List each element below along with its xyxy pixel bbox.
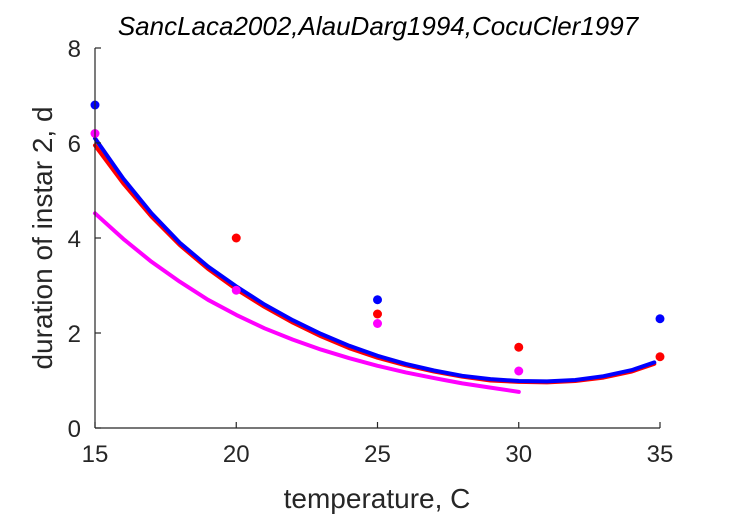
series-2-point (514, 366, 524, 376)
y-tick-label: 6 (68, 131, 81, 158)
series-2-point (373, 319, 382, 328)
y-tick-label: 2 (68, 321, 81, 348)
x-axis-label: temperature, C (284, 483, 471, 514)
series-2 (90, 129, 524, 394)
series-1 (90, 100, 665, 384)
series-1-point (373, 295, 382, 305)
series-0-point (373, 309, 382, 319)
x-tick-label: 30 (505, 441, 532, 468)
y-tick-label: 4 (68, 226, 81, 253)
series-0-fit-line (93, 143, 657, 385)
y-tick-label: 8 (68, 36, 81, 63)
series-1-fit-line (93, 136, 657, 384)
series-0-point (514, 342, 524, 352)
y-tick-label: 0 (68, 416, 81, 443)
chart-title: SancLaca2002,AlauDarg1994,CocuCler1997 (118, 11, 640, 41)
series-1-point (655, 314, 665, 324)
x-axis-ticks: 15 20 25 30 35 (82, 422, 674, 468)
series-0 (93, 143, 665, 385)
x-tick-label: 20 (223, 441, 250, 468)
x-tick-label: 25 (364, 441, 391, 468)
y-axis-ticks: 0 2 4 6 8 (68, 36, 101, 443)
series-0-point (655, 352, 665, 362)
x-tick-label: 15 (82, 441, 109, 468)
series-0-point (231, 233, 241, 243)
series-2-fit-line (93, 211, 521, 394)
x-tick-label: 35 (647, 441, 674, 468)
plot-area (90, 100, 665, 394)
series-2-point (231, 285, 241, 295)
y-axis-label: duration of instar 2, d (27, 106, 58, 369)
